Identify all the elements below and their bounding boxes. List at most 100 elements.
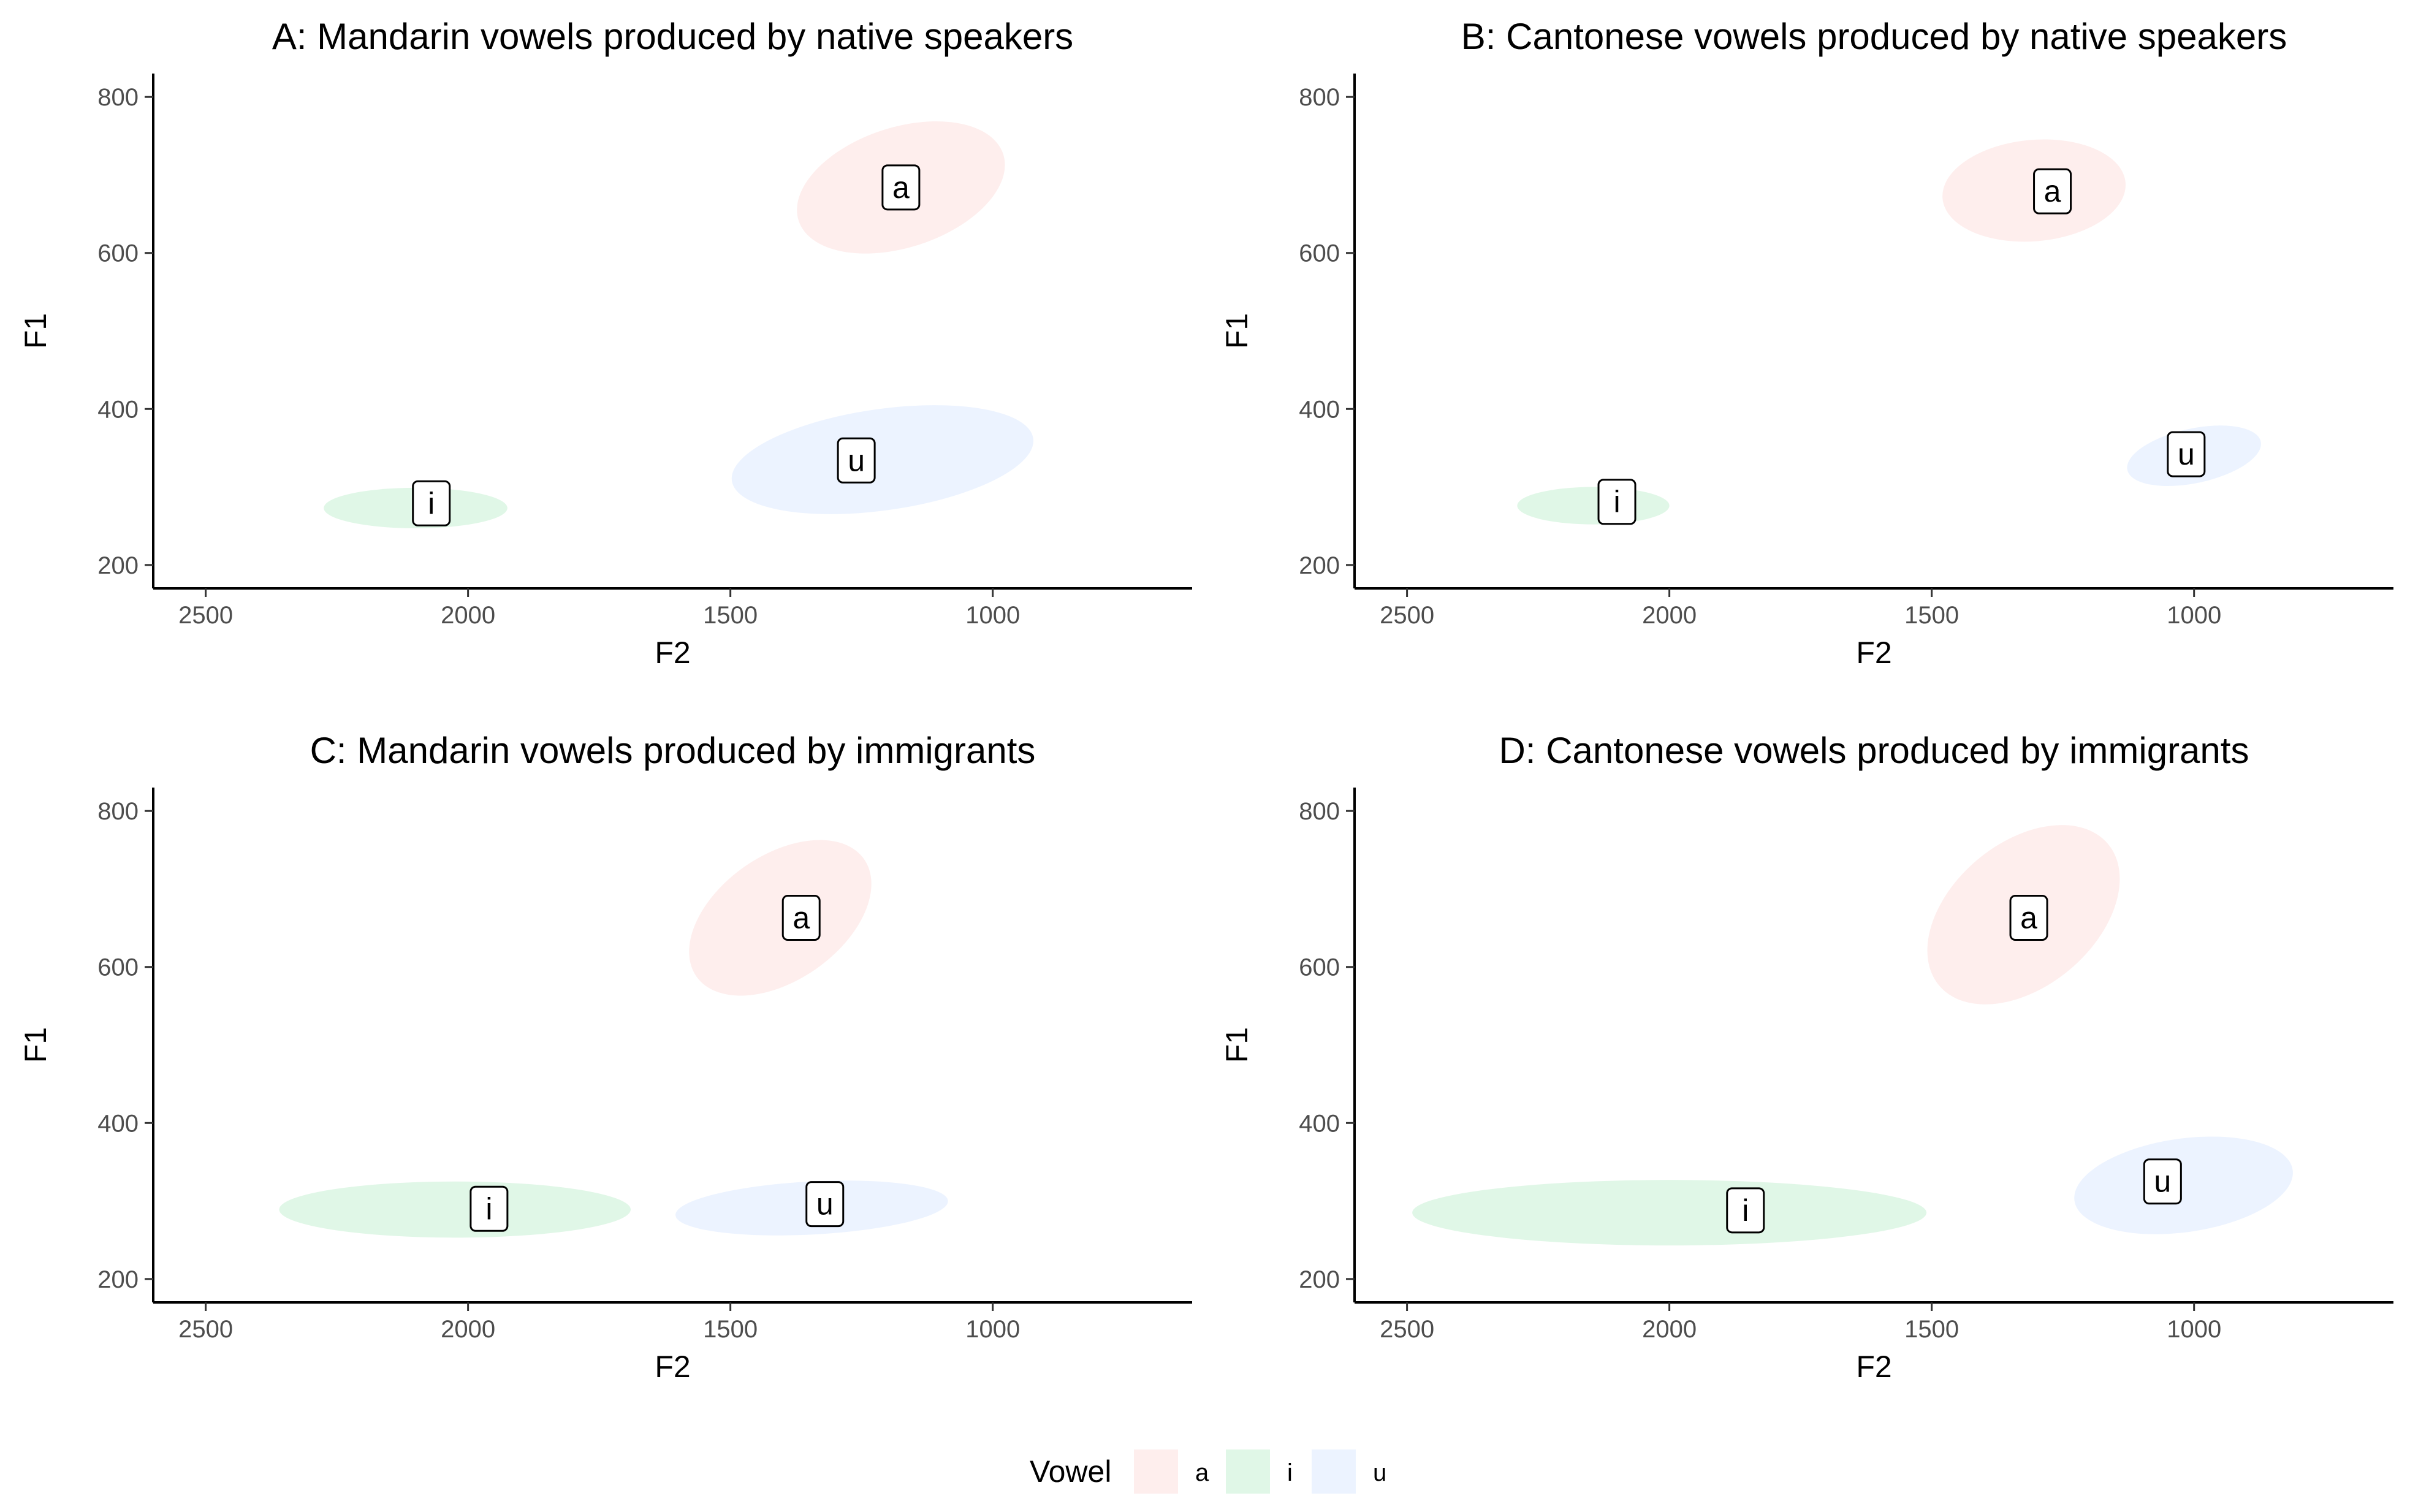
legend-label-i: i	[1287, 1459, 1293, 1486]
y-tick-label: 600	[97, 954, 139, 981]
x-tick-label: 1000	[2167, 1316, 2221, 1343]
vowel-label-i: i	[1726, 1187, 1765, 1234]
x-tick-label: 2000	[441, 602, 495, 629]
chart-panel-2: B: Cantonese vowels produced by native s…	[1220, 16, 2393, 670]
chart-title: C: Mandarin vowels produced by immigrant…	[310, 730, 1036, 771]
y-axis-title: F1	[1220, 313, 1254, 349]
vowel-label-a: a	[2033, 168, 2072, 215]
x-tick-label: 1500	[703, 1316, 758, 1343]
vowel-label-text: u	[2154, 1164, 2171, 1199]
y-tick-label: 800	[1299, 798, 1340, 825]
vowel-label-i: i	[1597, 479, 1636, 525]
vowel-label-u: u	[805, 1181, 845, 1228]
vowel-label-text: i	[485, 1191, 492, 1226]
y-tick-label: 400	[1299, 1110, 1340, 1137]
x-tick-label: 2500	[178, 1316, 233, 1343]
vowel-label-text: u	[2178, 437, 2195, 471]
vowel-label-i: i	[412, 480, 451, 526]
vowel-label-box	[2167, 431, 2206, 477]
x-axis-title: F2	[1856, 1350, 1891, 1384]
chart-title: B: Cantonese vowels produced by native s…	[1461, 16, 2287, 57]
vowel-label-box	[1597, 479, 1636, 525]
vowel-label-a: a	[881, 164, 921, 211]
vowel-label-text: i	[1613, 485, 1620, 519]
vowel-ellipse-u	[731, 405, 1034, 514]
x-axis-title: F2	[1856, 636, 1891, 670]
vowel-label-box	[781, 895, 821, 941]
y-axis-title: F1	[1220, 1027, 1254, 1063]
chart-panel-3: C: Mandarin vowels produced by immigrant…	[18, 730, 1192, 1384]
y-tick-label: 800	[97, 84, 139, 111]
legend-key-i	[1226, 1449, 1270, 1494]
chart-title: D: Cantonese vowels produced by immigran…	[1499, 730, 2249, 771]
legend-label-u: u	[1373, 1459, 1386, 1486]
x-tick-label: 2500	[1380, 1316, 1434, 1343]
vowel-label-a: a	[781, 895, 821, 941]
vowel-label-box	[881, 164, 921, 211]
x-tick-label: 2000	[1642, 602, 1697, 629]
x-tick-label: 1500	[1904, 1316, 1959, 1343]
vowel-label-text: u	[816, 1187, 834, 1221]
legend-key-u	[1312, 1449, 1356, 1494]
vowel-label-text: i	[428, 486, 435, 520]
vowel-ellipse-a	[689, 840, 872, 996]
vowel-label-text: i	[1742, 1193, 1749, 1228]
vowel-label-box	[2143, 1158, 2182, 1205]
x-tick-label: 2500	[1380, 602, 1434, 629]
x-tick-label: 1000	[965, 1316, 1020, 1343]
x-tick-label: 1500	[1904, 602, 1959, 629]
vowel-label-box	[2033, 168, 2072, 215]
vowel-label-text: a	[2044, 174, 2061, 208]
legend-title: Vowel	[1030, 1454, 1111, 1489]
y-tick-label: 200	[1299, 552, 1340, 579]
x-tick-label: 2000	[441, 1316, 495, 1343]
y-tick-label: 200	[1299, 1266, 1340, 1293]
y-tick-label: 800	[1299, 84, 1340, 111]
vowel-label-box	[805, 1181, 845, 1228]
y-axis-title: F1	[18, 313, 53, 349]
legend-key-a	[1134, 1449, 1178, 1494]
vowel-label-text: a	[892, 170, 910, 205]
vowel-label-text: a	[793, 901, 810, 935]
vowel-label-text: u	[848, 443, 865, 477]
vowel-ellipse-u	[2074, 1136, 2293, 1234]
x-tick-label: 1000	[965, 602, 1020, 629]
legend-label-a: a	[1195, 1459, 1209, 1486]
vowel-label-box	[837, 437, 876, 484]
y-tick-label: 600	[97, 240, 139, 267]
x-tick-label: 1500	[703, 602, 758, 629]
legend: Vowel a i u	[1030, 1449, 1386, 1494]
y-tick-label: 800	[97, 798, 139, 825]
vowel-label-a: a	[2009, 895, 2048, 941]
vowel-label-u: u	[837, 437, 876, 484]
x-tick-label: 2000	[1642, 1316, 1697, 1343]
y-tick-label: 400	[97, 396, 139, 423]
chart-panel-1: A: Mandarin vowels produced by native sp…	[18, 16, 1192, 670]
y-axis-title: F1	[18, 1027, 53, 1063]
vowel-label-box	[412, 480, 451, 526]
vowel-ellipse-i	[1517, 487, 1670, 525]
vowel-label-u: u	[2143, 1158, 2182, 1205]
y-tick-label: 600	[1299, 240, 1340, 267]
vowel-ellipse-i	[1412, 1180, 1927, 1246]
vowel-ellipse-i	[279, 1181, 631, 1238]
y-tick-label: 600	[1299, 954, 1340, 981]
chart-title: A: Mandarin vowels produced by native sp…	[272, 16, 1073, 57]
vowel-label-box	[2009, 895, 2048, 941]
y-tick-label: 400	[1299, 396, 1340, 423]
x-axis-title: F2	[655, 1350, 690, 1384]
vowel-label-i: i	[469, 1185, 509, 1232]
vowel-label-box	[1726, 1187, 1765, 1234]
y-tick-label: 400	[97, 1110, 139, 1137]
vowel-label-u: u	[2167, 431, 2206, 477]
x-tick-label: 1000	[2167, 602, 2221, 629]
y-tick-label: 200	[97, 552, 139, 579]
x-tick-label: 2500	[178, 602, 233, 629]
x-axis-title: F2	[655, 636, 690, 670]
vowel-label-box	[469, 1185, 509, 1232]
chart-panel-4: D: Cantonese vowels produced by immigran…	[1220, 730, 2393, 1384]
panels: A: Mandarin vowels produced by native sp…	[18, 16, 2393, 1384]
vowel-label-text: a	[2020, 901, 2037, 935]
